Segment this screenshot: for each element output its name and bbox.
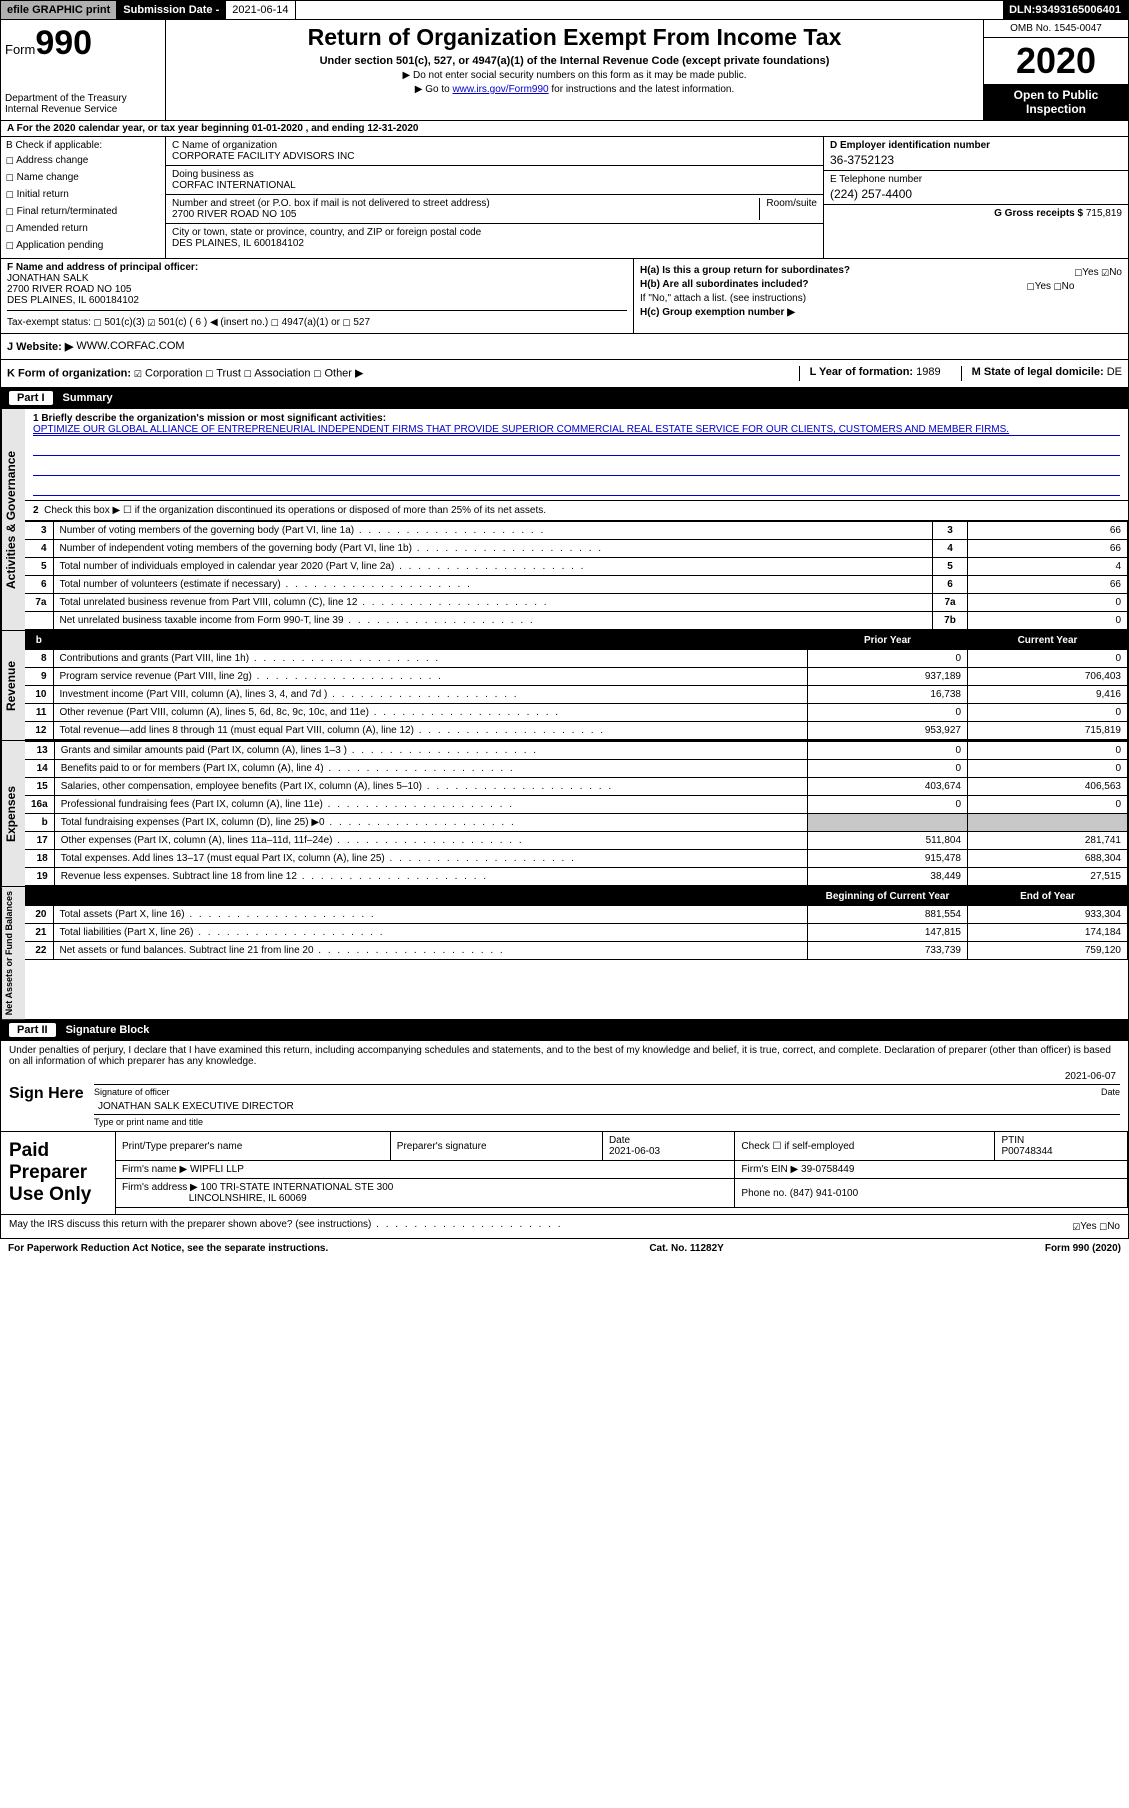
expenses-table: 13Grants and similar amounts paid (Part … (25, 741, 1128, 886)
net-assets-table: Beginning of Current YearEnd of Year 20T… (25, 887, 1128, 960)
side-label-expenses: Expenses (1, 741, 25, 886)
efile-print-button[interactable]: efile GRAPHIC print (1, 1, 117, 19)
row-k: K Form of organization: ☑ Corporation ☐ … (0, 360, 1129, 388)
table-row: 17Other expenses (Part IX, column (A), l… (25, 832, 1128, 850)
table-row: 21Total liabilities (Part X, line 26)147… (25, 924, 1128, 942)
table-row: 7aTotal unrelated business revenue from … (25, 594, 1128, 612)
table-row: 16aProfessional fundraising fees (Part I… (25, 796, 1128, 814)
line-a: A For the 2020 calendar year, or tax yea… (0, 121, 1129, 137)
governance-table: 3Number of voting members of the governi… (25, 521, 1128, 630)
side-label-governance: Activities & Governance (1, 409, 25, 630)
activities-governance: Activities & Governance 1 Briefly descri… (0, 409, 1129, 631)
table-row: bTotal fundraising expenses (Part IX, co… (25, 814, 1128, 832)
discuss-row: May the IRS discuss this return with the… (0, 1215, 1129, 1239)
revenue-block: Revenue bPrior YearCurrent Year 8Contrib… (0, 631, 1129, 741)
form-title-block: Return of Organization Exempt From Incom… (166, 20, 983, 120)
col-b-checkboxes: B Check if applicable: ☐ Address change … (1, 137, 166, 258)
cb-address-change[interactable]: ☐ Address change (6, 153, 160, 168)
topbar: efile GRAPHIC print Submission Date - 20… (0, 0, 1129, 20)
side-label-revenue: Revenue (1, 631, 25, 740)
signature-block: Under penalties of perjury, I declare th… (0, 1041, 1129, 1132)
year-block: OMB No. 1545-0047 2020 Open to PublicIns… (983, 20, 1128, 120)
table-row: 18Total expenses. Add lines 13–17 (must … (25, 850, 1128, 868)
mission-block: 1 Briefly describe the organization's mi… (25, 409, 1128, 501)
table-row: 9Program service revenue (Part VIII, lin… (25, 668, 1128, 686)
table-row: 15Salaries, other compensation, employee… (25, 778, 1128, 796)
paid-preparer-label: Paid Preparer Use Only (1, 1132, 116, 1214)
page-title: Return of Organization Exempt From Incom… (170, 24, 979, 51)
col-f: F Name and address of principal officer:… (1, 259, 633, 333)
col-c-org-info: C Name of organizationCORPORATE FACILITY… (166, 137, 823, 258)
expenses-block: Expenses 13Grants and similar amounts pa… (0, 741, 1129, 887)
table-row: 4Number of independent voting members of… (25, 540, 1128, 558)
section-f-h: F Name and address of principal officer:… (0, 259, 1129, 334)
table-row: 8Contributions and grants (Part VIII, li… (25, 650, 1128, 668)
table-row: Net unrelated business taxable income fr… (25, 612, 1128, 630)
side-label-net: Net Assets or Fund Balances (1, 887, 25, 1019)
instructions-link[interactable]: www.irs.gov/Form990 (452, 84, 548, 95)
submission-date: 2021-06-14 (226, 1, 295, 19)
part2-header: Part IISignature Block (0, 1020, 1129, 1041)
revenue-table: bPrior YearCurrent Year 8Contributions a… (25, 631, 1128, 740)
form-id-block: Form990 Department of the Treasury Inter… (1, 20, 166, 120)
cb-pending[interactable]: ☐ Application pending (6, 238, 160, 253)
paid-preparer-block: Paid Preparer Use Only Print/Type prepar… (0, 1132, 1129, 1215)
cb-initial-return[interactable]: ☐ Initial return (6, 187, 160, 202)
cb-final-return[interactable]: ☐ Final return/terminated (6, 204, 160, 219)
table-row: 12Total revenue—add lines 8 through 11 (… (25, 722, 1128, 740)
table-row: 13Grants and similar amounts paid (Part … (25, 742, 1128, 760)
row-j-website: J Website: ▶ WWW.CORFAC.COM (0, 334, 1129, 360)
table-row: 3Number of voting members of the governi… (25, 522, 1128, 540)
submission-date-label: Submission Date - (117, 1, 226, 19)
table-row: 6Total number of volunteers (estimate if… (25, 576, 1128, 594)
table-row: 10Investment income (Part VIII, column (… (25, 686, 1128, 704)
dln: DLN: 93493165006401 (1003, 1, 1128, 19)
net-assets-block: Net Assets or Fund Balances Beginning of… (0, 887, 1129, 1020)
cb-amended[interactable]: ☐ Amended return (6, 221, 160, 236)
col-h: H(a) Is this a group return for subordin… (633, 259, 1128, 333)
part1-header: Part ISummary (0, 388, 1129, 409)
preparer-table: Print/Type preparer's namePreparer's sig… (116, 1132, 1128, 1208)
cb-name-change[interactable]: ☐ Name change (6, 170, 160, 185)
table-row: 11Other revenue (Part VIII, column (A), … (25, 704, 1128, 722)
sign-here-label: Sign Here (9, 1067, 94, 1127)
table-row: 14Benefits paid to or for members (Part … (25, 760, 1128, 778)
table-row: 5Total number of individuals employed in… (25, 558, 1128, 576)
section-b-to-g: B Check if applicable: ☐ Address change … (0, 137, 1129, 259)
table-row: 19Revenue less expenses. Subtract line 1… (25, 868, 1128, 886)
table-row: 20Total assets (Part X, line 16)881,5549… (25, 906, 1128, 924)
page-footer: For Paperwork Reduction Act Notice, see … (0, 1239, 1129, 1258)
col-d-e-g: D Employer identification number36-37521… (823, 137, 1128, 258)
form-header: Form990 Department of the Treasury Inter… (0, 20, 1129, 121)
table-row: 22Net assets or fund balances. Subtract … (25, 942, 1128, 960)
